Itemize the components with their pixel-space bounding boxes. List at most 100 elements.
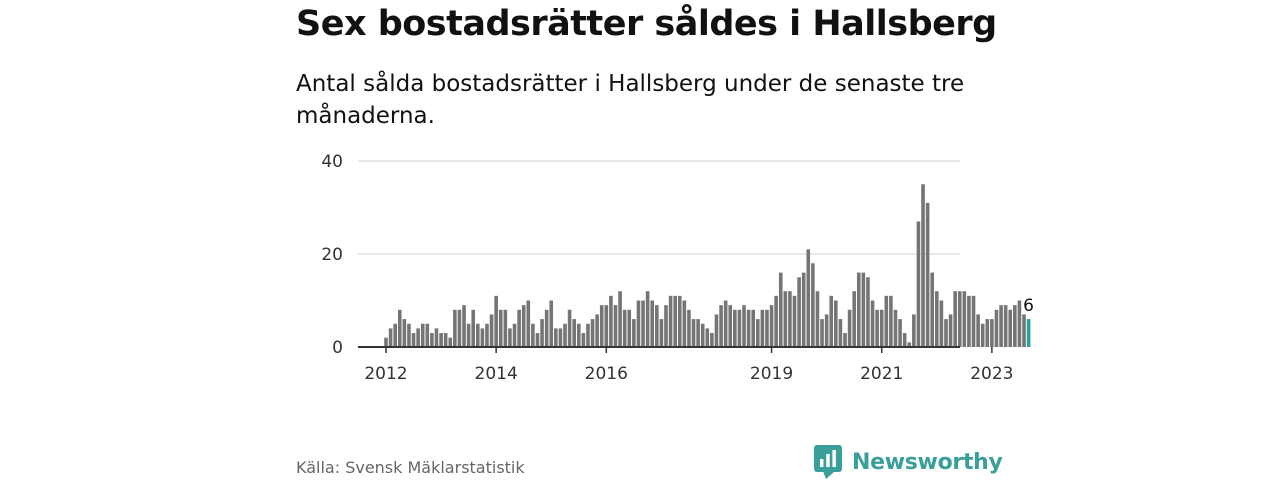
bar	[466, 323, 471, 347]
bar	[402, 319, 407, 347]
bar	[834, 300, 838, 347]
bar	[889, 295, 893, 347]
bar	[994, 309, 999, 347]
bar	[558, 328, 563, 347]
bar	[677, 295, 682, 347]
bar	[847, 309, 852, 347]
bar	[480, 328, 485, 347]
bar	[439, 333, 443, 347]
bar	[618, 291, 622, 347]
y-tick-label: 40	[321, 152, 343, 172]
bar	[824, 314, 829, 347]
bar	[912, 314, 916, 347]
bar	[521, 305, 526, 347]
bar	[861, 272, 866, 347]
bar	[388, 328, 393, 347]
bar	[985, 319, 990, 347]
bar	[1008, 309, 1013, 347]
bar	[856, 272, 861, 347]
bar	[411, 333, 416, 347]
bar	[852, 291, 856, 347]
bar	[457, 309, 462, 347]
bar	[737, 309, 742, 347]
bar	[622, 309, 627, 347]
bar	[384, 337, 388, 347]
bar	[797, 277, 801, 347]
brand-name: Newsworthy	[852, 449, 1003, 475]
bar	[728, 305, 733, 347]
x-tick-label: 2012	[364, 364, 407, 384]
highlight-bar	[1026, 319, 1031, 347]
bar	[430, 333, 434, 347]
bar	[843, 333, 847, 347]
bar	[838, 319, 843, 347]
bar	[953, 291, 957, 347]
y-tick-label: 0	[332, 338, 343, 358]
bar	[595, 314, 599, 347]
x-tick-label: 2016	[585, 364, 628, 384]
x-tick-label: 2023	[970, 364, 1013, 384]
bar	[453, 309, 457, 347]
bar	[760, 309, 765, 347]
bar	[742, 305, 746, 347]
bar	[462, 305, 466, 347]
bar	[815, 291, 820, 347]
bar	[921, 184, 925, 347]
bar	[792, 295, 797, 347]
bar	[733, 309, 737, 347]
bar	[655, 305, 659, 347]
bar	[526, 300, 531, 347]
bar	[723, 300, 728, 347]
bar	[531, 323, 535, 347]
bar	[746, 309, 751, 347]
bar	[990, 319, 994, 347]
bar	[879, 309, 884, 347]
bar	[902, 333, 907, 347]
bar	[705, 328, 710, 347]
bar	[590, 319, 595, 347]
bar	[884, 295, 889, 347]
x-tick-label: 2014	[475, 364, 518, 384]
bar	[719, 305, 723, 347]
bar	[751, 309, 755, 347]
bar	[788, 291, 792, 347]
bar	[1017, 300, 1022, 347]
bar	[498, 309, 503, 347]
bar	[673, 295, 677, 347]
bar	[572, 319, 576, 347]
bar-chart: 0 20 40 6 2012 2014 2016 2019 2021 2023	[321, 152, 1034, 384]
bar	[691, 319, 696, 347]
bar	[668, 295, 673, 347]
bar	[801, 272, 806, 347]
bar	[508, 328, 512, 347]
bar	[682, 300, 687, 347]
bar	[999, 305, 1003, 347]
bar	[971, 295, 976, 347]
bar	[806, 249, 811, 347]
bar	[420, 323, 425, 347]
bar	[948, 314, 953, 347]
bar	[866, 277, 870, 347]
bar	[769, 305, 774, 347]
bar	[829, 295, 834, 347]
bar	[393, 323, 397, 347]
bar	[778, 272, 783, 347]
bar	[980, 323, 985, 347]
bar	[517, 309, 521, 347]
bar	[599, 305, 604, 347]
chart-title: Sex bostadsrätter såldes i Hallsberg	[296, 4, 997, 44]
bar	[820, 319, 824, 347]
bar	[641, 300, 645, 347]
bar	[503, 309, 508, 347]
bar	[687, 309, 691, 347]
bar	[609, 295, 613, 347]
bar	[893, 309, 898, 347]
bar	[774, 295, 778, 347]
bar	[494, 295, 498, 347]
bar	[416, 328, 420, 347]
bar	[425, 323, 430, 347]
bar	[540, 319, 544, 347]
bar	[957, 291, 962, 347]
bar	[632, 319, 636, 347]
newsworthy-logo: Newsworthy	[814, 445, 1003, 479]
